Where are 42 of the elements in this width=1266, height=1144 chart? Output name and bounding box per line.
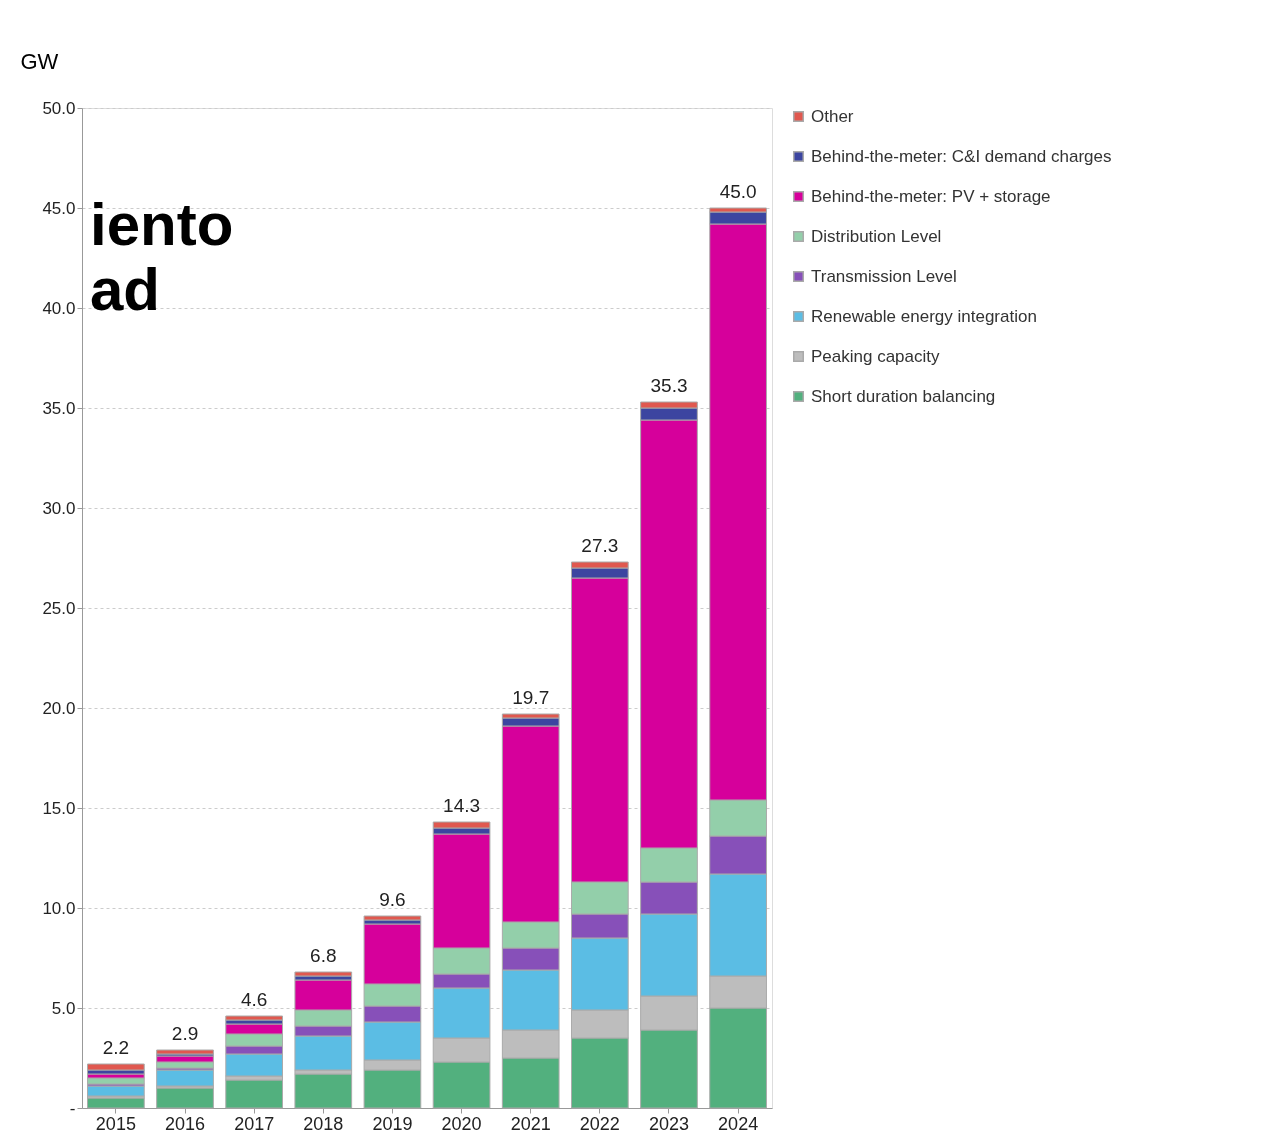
total-label: 27.3 xyxy=(581,535,619,556)
y-tick-label: 10.0 xyxy=(42,898,76,918)
total-label: 14.3 xyxy=(443,795,481,816)
x-tick-label: 2020 xyxy=(441,1113,482,1134)
total-label: 2.2 xyxy=(102,1037,130,1058)
y-tick-label: 40.0 xyxy=(42,298,76,318)
x-tick-label: 2017 xyxy=(234,1113,275,1134)
legend-label: Behind-the-meter: PV + storage xyxy=(811,186,1051,206)
y-tick-label: 20.0 xyxy=(42,698,76,718)
x-tick-label: 2022 xyxy=(579,1113,620,1134)
total-label: 4.6 xyxy=(240,989,268,1010)
x-tick-label: 2023 xyxy=(648,1113,690,1134)
total-label: 9.6 xyxy=(379,889,406,910)
total-label: 19.7 xyxy=(512,687,550,708)
x-tick-label: 2018 xyxy=(303,1113,344,1134)
annotation: iento xyxy=(90,191,234,258)
legend-label: Behind-the-meter: C&I demand charges xyxy=(811,146,1112,166)
total-label: 6.8 xyxy=(310,945,337,966)
x-tick-label: 2021 xyxy=(510,1113,551,1134)
y-tick-label: 45.0 xyxy=(42,198,76,218)
y-tick-label: 5.0 xyxy=(51,998,76,1018)
x-tick-label: 2024 xyxy=(718,1113,759,1134)
total-label: 45.0 xyxy=(719,181,757,202)
total-label: 35.3 xyxy=(650,375,688,396)
y-tick-label: 25.0 xyxy=(42,598,76,618)
legend-label: Other xyxy=(811,106,854,126)
y-tick-label: 30.0 xyxy=(42,498,76,518)
y-axis-title: GW xyxy=(20,48,59,74)
y-tick-label: 50.0 xyxy=(42,98,76,118)
legend-label: Transmission Level xyxy=(811,266,957,286)
legend-label: Peaking capacity xyxy=(811,346,941,366)
legend-label: Short duration balancing xyxy=(811,386,996,406)
x-tick-label: 2019 xyxy=(372,1113,413,1134)
y-tick-label: 15.0 xyxy=(42,798,76,818)
legend-label: Renewable energy integration xyxy=(811,306,1037,326)
y-tick-label: 35.0 xyxy=(42,398,76,418)
legend-label: Distribution Level xyxy=(811,226,942,246)
x-tick-label: 2016 xyxy=(164,1113,206,1134)
x-tick-label: 2015 xyxy=(95,1113,136,1134)
total-label: 2.9 xyxy=(171,1023,199,1044)
annotation: ad xyxy=(90,256,161,323)
y-tick-label: - xyxy=(69,1098,76,1118)
